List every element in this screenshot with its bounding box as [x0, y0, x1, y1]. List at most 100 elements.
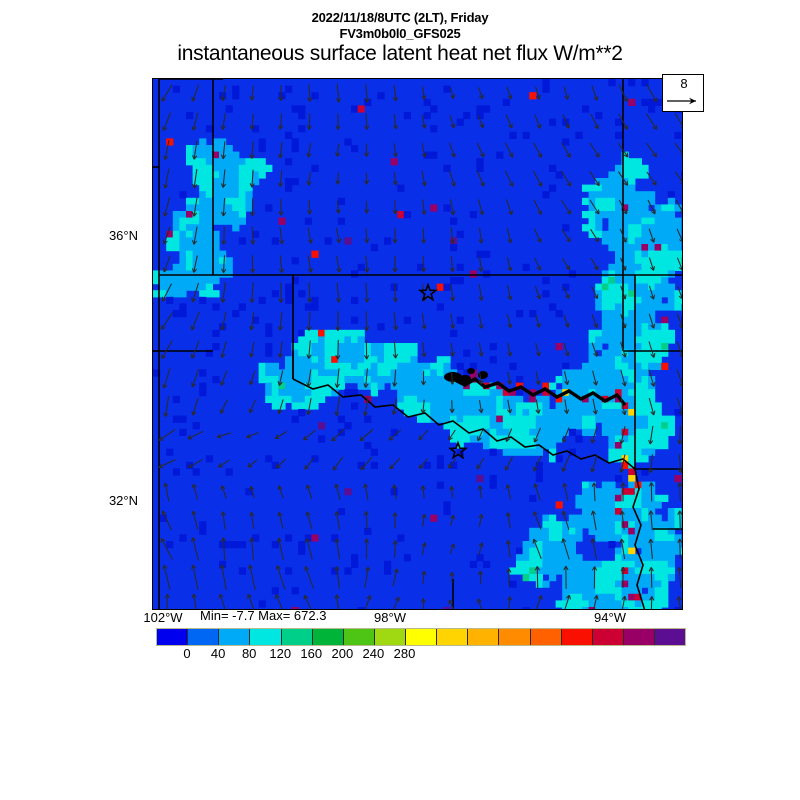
wind-vector	[561, 142, 571, 158]
state-border-18	[632, 468, 646, 609]
wind-vector	[247, 459, 258, 468]
wind-vector	[648, 397, 656, 416]
wind-vector	[535, 342, 541, 357]
colorbar-segment-12	[530, 629, 562, 645]
wind-vector	[332, 456, 344, 471]
wind-vector	[363, 511, 369, 530]
wind-vector	[191, 483, 199, 500]
wind-vector	[591, 314, 599, 328]
wind-vector	[507, 596, 513, 609]
wind-vector	[674, 171, 682, 185]
wind-vector	[620, 257, 627, 271]
wind-vector	[392, 369, 398, 387]
wind-vector	[220, 85, 226, 102]
wind-vector	[307, 84, 313, 102]
wind-vector	[448, 429, 456, 441]
wind-vector	[648, 228, 656, 243]
wind-vector	[449, 400, 455, 413]
wind-vector	[504, 456, 513, 471]
wind-vector	[477, 87, 484, 100]
star-marker-2	[448, 440, 468, 460]
wind-vector	[391, 398, 398, 415]
model-line: FV3m0b0l0_GFS025	[339, 26, 461, 41]
wind-vector	[561, 455, 570, 472]
wind-vector	[392, 200, 398, 215]
wind-vector	[392, 171, 398, 186]
wind-vector	[421, 171, 427, 187]
wind-vector	[590, 229, 599, 243]
wind-vector	[220, 485, 227, 499]
wind-vector	[392, 143, 398, 158]
wind-vector	[476, 428, 484, 442]
colorbar-tick-80: 80	[241, 646, 257, 661]
wind-vector	[562, 114, 570, 129]
wind-vector	[307, 282, 313, 303]
wind-vector	[277, 485, 284, 499]
wind-vector	[533, 142, 543, 158]
wind-vector	[676, 228, 682, 243]
wind-vector	[274, 431, 288, 440]
wind-vector	[303, 429, 316, 441]
wind-vector	[246, 432, 259, 439]
wind-vector	[618, 171, 629, 186]
wind-vector	[306, 311, 312, 331]
wind-vector	[675, 199, 682, 214]
wind-vector	[648, 567, 654, 588]
colorbar-segment-0	[157, 629, 189, 645]
wind-vector	[334, 368, 340, 388]
wind-vector	[448, 458, 456, 469]
arrow-right-icon	[667, 97, 696, 105]
wind-vector	[506, 285, 513, 301]
wind-vector	[620, 341, 627, 358]
page-title: instantaneous surface latent heat net fl…	[177, 42, 623, 65]
wind-vector	[364, 566, 371, 589]
wind-vector	[620, 313, 627, 329]
wind-vector	[505, 540, 511, 558]
colorbar[interactable]	[156, 628, 686, 646]
wind-vector	[593, 595, 599, 609]
wind-vector	[504, 142, 514, 158]
wind-vector	[303, 594, 312, 609]
wind-vector	[392, 84, 399, 102]
wind-vector	[221, 226, 227, 245]
colorbar-segment-16	[655, 629, 686, 645]
wind-vector	[335, 83, 342, 103]
wind-vector	[506, 86, 513, 100]
wind-vector	[477, 199, 485, 216]
wind-vector	[307, 255, 313, 273]
wind-vector	[364, 228, 370, 244]
wind-vector	[648, 313, 656, 329]
wind-vector	[477, 485, 483, 499]
wind-vector	[249, 341, 255, 358]
wind-vector	[450, 313, 456, 329]
wind-vector	[676, 341, 682, 358]
wind-vector	[392, 568, 399, 587]
wind-vector	[676, 369, 682, 387]
wind-vector	[278, 255, 285, 273]
wind-vector	[306, 113, 312, 130]
wind-vector	[192, 140, 198, 160]
wind-vector	[533, 483, 541, 501]
wind-vector	[363, 483, 369, 501]
wind-vector	[249, 485, 255, 498]
wind-vector	[364, 311, 370, 331]
wind-vector	[449, 199, 456, 216]
wind-vector	[648, 285, 656, 300]
lat-label-36n: 36°N	[108, 228, 138, 243]
wind-vector	[618, 113, 628, 130]
wind-vector	[646, 171, 657, 186]
wind-vector	[618, 199, 628, 215]
wind-vector	[364, 255, 370, 273]
wind-vector	[218, 459, 230, 468]
wind-vector	[220, 370, 228, 386]
wind-vector	[392, 255, 398, 273]
wind-vector	[590, 510, 597, 531]
wind-vector	[532, 170, 543, 187]
wind-vector	[277, 141, 284, 159]
wind-vector	[160, 312, 173, 330]
wind-vector	[648, 482, 654, 502]
wind-vector	[335, 339, 341, 360]
wind-vector	[592, 398, 598, 415]
wind-vector	[535, 399, 541, 414]
map-plot-area[interactable]	[152, 78, 683, 610]
